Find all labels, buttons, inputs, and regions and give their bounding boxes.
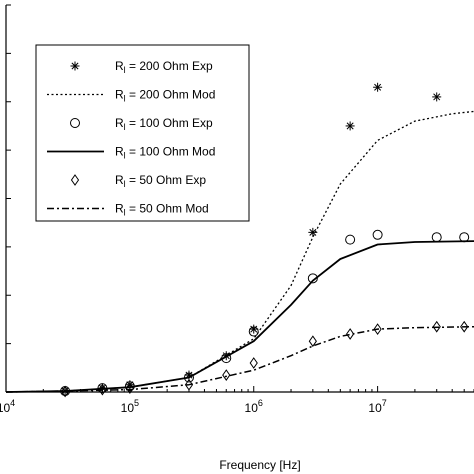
marker-shape: [248, 326, 259, 337]
marker-shape: [60, 385, 70, 398]
legend-box: [35, 44, 250, 222]
marker-stroke: [433, 93, 441, 101]
marker-shape: [372, 229, 383, 240]
diamond-marker: [373, 323, 382, 335]
asterisk-marker: [249, 324, 259, 334]
circle-marker: [70, 118, 80, 128]
marker-shape: [345, 234, 356, 245]
marker-stroke: [346, 122, 354, 130]
marker-shape: [431, 232, 442, 243]
diamond-marker: [98, 383, 107, 396]
diamond-marker: [308, 335, 317, 348]
asterisk-marker: [70, 61, 80, 71]
marker-stroke: [374, 83, 382, 91]
circle-marker: [431, 232, 442, 243]
marker-shape: [222, 369, 231, 381]
legend-label: Rl = 100 Ohm Exp: [115, 116, 213, 132]
diamond-marker: [460, 320, 469, 333]
marker-shape: [373, 323, 382, 335]
legend: Rl = 200 Ohm Exp Rl = 200 Ohm Mod Rl = 100…: [35, 44, 250, 222]
diamond-marker: [346, 328, 355, 340]
asterisk-marker: [373, 82, 383, 92]
series-2: [60, 229, 470, 397]
x-tick-label: 104: [0, 398, 15, 415]
marker-shape: [184, 378, 194, 391]
marker-shape: [307, 273, 318, 284]
diamond-marker: [432, 320, 441, 333]
marker-stroke: [309, 228, 317, 236]
axis-labels: 104 105 106 107 Frequency [Hz]: [0, 398, 387, 472]
legend-label: Rl = 50 Ohm Exp: [115, 173, 206, 189]
legend-label: Rl = 50 Ohm Mod: [115, 202, 209, 218]
x-axis-label: Frequency [Hz]: [219, 458, 300, 472]
marker-shape: [346, 328, 355, 340]
series-5: [5, 325, 474, 393]
x-tick-label: 105: [121, 398, 139, 415]
circle-marker: [248, 326, 259, 337]
circle-marker: [307, 273, 318, 284]
circle-marker: [372, 229, 383, 240]
marker-shape: [308, 335, 317, 348]
diamond-marker: [125, 382, 134, 395]
x-tick-label: 107: [368, 398, 386, 415]
marker-shape: [432, 320, 441, 333]
series-line: [5, 240, 474, 393]
asterisk-marker: [345, 121, 355, 131]
diamond-marker: [222, 369, 231, 381]
asterisk-marker: [432, 92, 442, 102]
diamond-marker: [60, 385, 70, 398]
marker-shape: [70, 174, 80, 186]
marker-shape: [98, 383, 107, 396]
series-line: [5, 325, 474, 393]
marker-shape: [125, 382, 134, 395]
marker-shape: [249, 357, 258, 369]
diamond-marker: [249, 357, 258, 369]
x-tick-label: 106: [245, 398, 263, 415]
series-4: [60, 320, 469, 398]
legend-label: Rl = 200 Ohm Exp: [115, 59, 213, 75]
series-3: [5, 240, 474, 393]
legend-label: Rl = 100 Ohm Mod: [115, 145, 215, 161]
circle-marker: [345, 234, 356, 245]
legend-label: Rl = 200 Ohm Mod: [115, 88, 215, 104]
marker-shape: [460, 320, 469, 333]
diamond-marker: [70, 174, 80, 186]
marker-stroke: [71, 62, 79, 70]
diamond-marker: [184, 378, 194, 391]
series-layer: [5, 82, 474, 398]
marker-shape: [70, 118, 80, 128]
